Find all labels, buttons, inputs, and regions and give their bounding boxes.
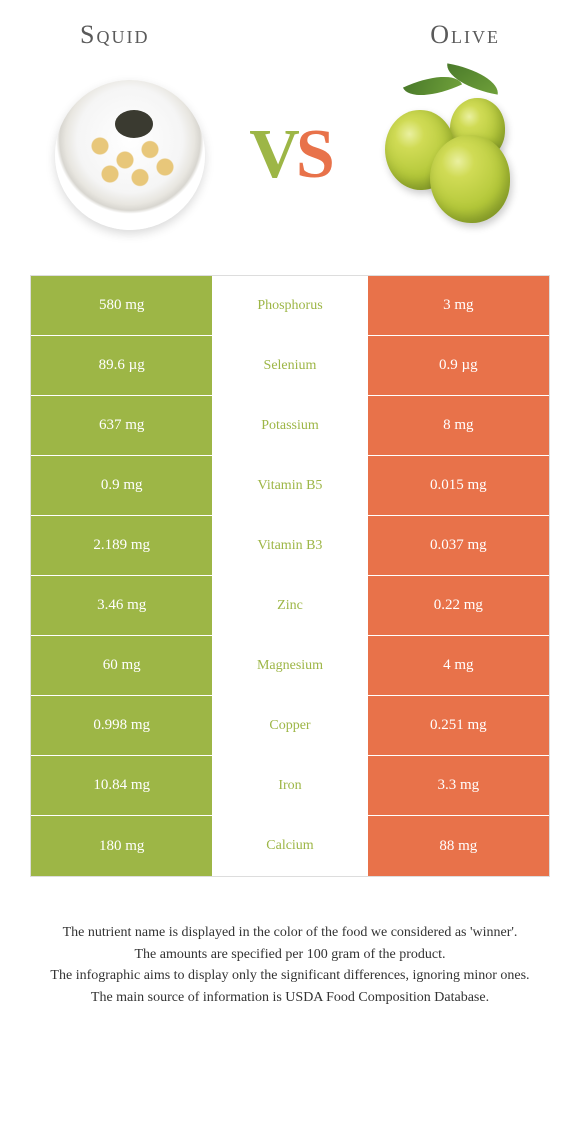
left-value: 10.84 mg [31, 756, 212, 815]
right-value: 0.037 mg [368, 516, 549, 575]
nutrient-label: Zinc [212, 576, 367, 635]
right-value: 0.22 mg [368, 576, 549, 635]
table-row: 89.6 µgSelenium0.9 µg [31, 336, 549, 396]
vs-label: VS [249, 115, 331, 195]
nutrient-label: Vitamin B5 [212, 456, 367, 515]
left-value: 89.6 µg [31, 336, 212, 395]
nutrient-label: Magnesium [212, 636, 367, 695]
left-value: 580 mg [31, 276, 212, 335]
footer-line: The infographic aims to display only the… [40, 965, 540, 987]
right-value: 8 mg [368, 396, 549, 455]
left-value: 0.9 mg [31, 456, 212, 515]
nutrient-label: Phosphorus [212, 276, 367, 335]
table-row: 3.46 mgZinc0.22 mg [31, 576, 549, 636]
table-row: 10.84 mgIron3.3 mg [31, 756, 549, 816]
right-value: 4 mg [368, 636, 549, 695]
footer-line: The main source of information is USDA F… [40, 987, 540, 1009]
vs-v: V [249, 116, 296, 193]
nutrient-table: 580 mgPhosphorus3 mg89.6 µgSelenium0.9 µ… [30, 275, 550, 877]
left-value: 3.46 mg [31, 576, 212, 635]
nutrient-label: Calcium [212, 816, 367, 876]
right-value: 0.9 µg [368, 336, 549, 395]
footer-line: The nutrient name is displayed in the co… [40, 922, 540, 944]
title-left: Squid [80, 20, 149, 50]
table-row: 0.998 mgCopper0.251 mg [31, 696, 549, 756]
footer-line: The amounts are specified per 100 gram o… [40, 944, 540, 966]
nutrient-label: Iron [212, 756, 367, 815]
table-row: 0.9 mgVitamin B50.015 mg [31, 456, 549, 516]
table-row: 580 mgPhosphorus3 mg [31, 276, 549, 336]
right-value: 3 mg [368, 276, 549, 335]
olive-image [370, 75, 530, 235]
left-value: 2.189 mg [31, 516, 212, 575]
table-row: 637 mgPotassium8 mg [31, 396, 549, 456]
nutrient-label: Potassium [212, 396, 367, 455]
footer-notes: The nutrient name is displayed in the co… [30, 922, 550, 1009]
right-value: 88 mg [368, 816, 549, 876]
left-value: 180 mg [31, 816, 212, 876]
left-value: 0.998 mg [31, 696, 212, 755]
images-row: VS [30, 75, 550, 235]
nutrient-label: Selenium [212, 336, 367, 395]
left-value: 637 mg [31, 396, 212, 455]
nutrient-label: Copper [212, 696, 367, 755]
right-value: 0.251 mg [368, 696, 549, 755]
left-value: 60 mg [31, 636, 212, 695]
table-row: 60 mgMagnesium4 mg [31, 636, 549, 696]
title-right: Olive [430, 20, 500, 50]
nutrient-label: Vitamin B3 [212, 516, 367, 575]
table-row: 180 mgCalcium88 mg [31, 816, 549, 876]
right-value: 0.015 mg [368, 456, 549, 515]
table-row: 2.189 mgVitamin B30.037 mg [31, 516, 549, 576]
right-value: 3.3 mg [368, 756, 549, 815]
vs-s: S [296, 116, 331, 193]
squid-image [50, 75, 210, 235]
